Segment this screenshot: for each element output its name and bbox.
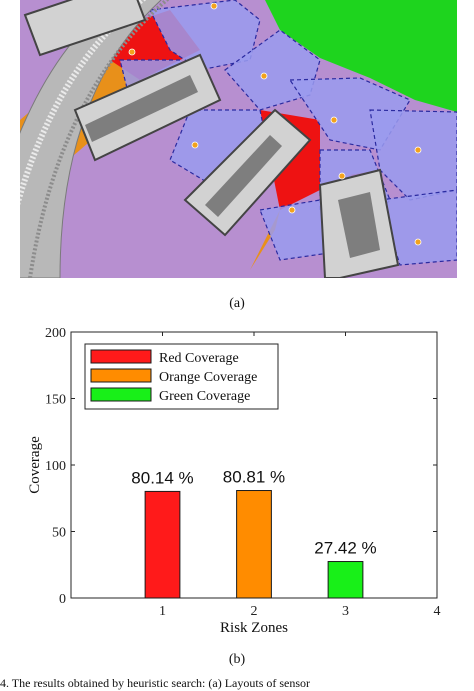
green-zone [265,0,457,112]
x-tick-label: 3 [342,604,349,619]
building-shadows [85,75,380,258]
y-tick-label: 100 [45,459,66,474]
caption-a: (a) [229,296,245,311]
x-tick-label: 1 [159,604,166,619]
bar-zone-1 [144,490,181,599]
legend-label: Orange Coverage [159,370,257,385]
legend-label: Red Coverage [159,351,239,366]
data-label: 80.81 % [223,468,285,487]
legend-label: Green Coverage [159,389,250,404]
data-label: 27.42 % [314,539,376,558]
y-tick-label: 200 [45,326,66,341]
x-axis-label: Risk Zones [220,620,288,636]
sensor-dots [128,2,422,246]
data-label: 80.14 % [131,468,193,487]
legend-swatch [90,368,152,383]
figure-caption-text: 4. The results obtained by heuristic sea… [0,676,311,690]
bar-zone-2 [236,490,272,599]
coverage-bar-chart: 0 50 100 150 200 1 2 3 4 80.14 % 80.81 % 27.42 % Ris… [27,326,441,636]
caption-b: (b) [228,652,246,667]
y-tick-label: 50 [52,526,66,541]
legend-swatch [90,349,152,364]
bar-zone-3 [327,561,364,599]
sensor-layout-map [20,0,457,278]
x-tick-label: 2 [251,604,258,619]
y-tick-label: 150 [45,393,66,408]
y-axis-label: Coverage [27,436,43,494]
x-tick-label: 4 [434,604,441,619]
curved-track [20,0,162,278]
y-tick-label: 0 [59,592,66,607]
legend-swatch [90,387,152,402]
